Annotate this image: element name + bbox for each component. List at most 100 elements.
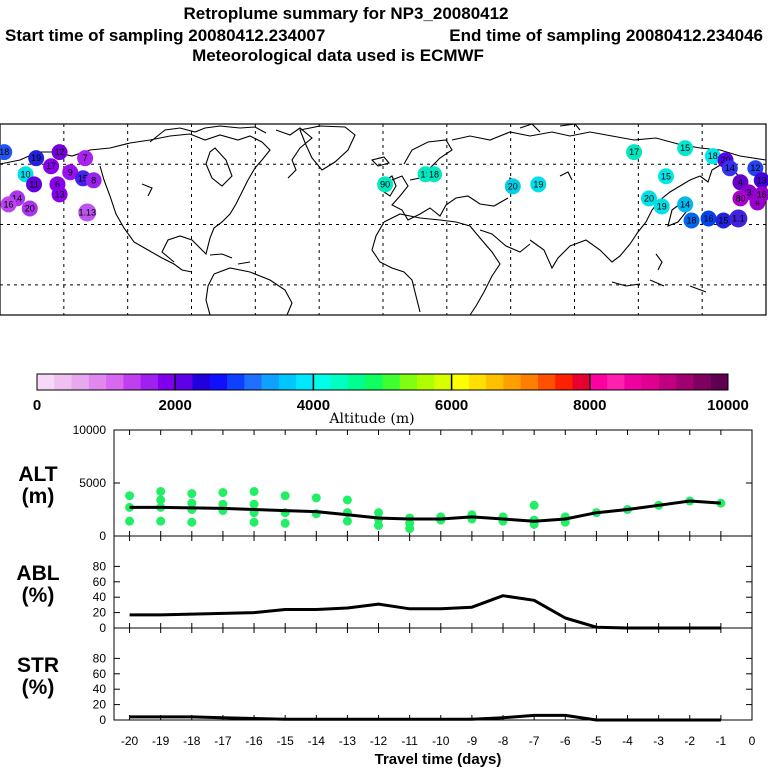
colorbar-swatches bbox=[37, 374, 729, 390]
altitude-point bbox=[280, 518, 290, 528]
y-tick-label: 0 bbox=[99, 621, 106, 635]
plume-marker-label: 9 bbox=[68, 167, 73, 177]
colorbar-swatch bbox=[244, 374, 263, 390]
colorbar-label: Altitude (m) bbox=[328, 411, 414, 427]
plume-marker-dot bbox=[747, 160, 764, 177]
plume-marker-label: 19 bbox=[421, 169, 431, 179]
plume-marker: 19 bbox=[653, 198, 670, 215]
x-tick-label: -2 bbox=[684, 734, 695, 748]
plume-marker-label: 20 bbox=[508, 181, 518, 191]
plume-marker-dot bbox=[504, 178, 521, 195]
plume-marker: 7 bbox=[77, 150, 94, 167]
y-tick-label: 20 bbox=[93, 606, 107, 620]
plume-marker-label: 13 bbox=[55, 189, 65, 199]
colorbar-swatch bbox=[347, 374, 366, 390]
colorbar-swatch bbox=[417, 374, 435, 390]
plume-marker-dot bbox=[753, 172, 768, 189]
plume-marker-dot bbox=[530, 176, 547, 193]
panel-label-top: ALT bbox=[18, 463, 57, 486]
altitude-point bbox=[156, 486, 166, 496]
plume-marker-dot bbox=[28, 150, 45, 167]
altitude-point bbox=[311, 493, 321, 503]
colorbar-swatch bbox=[330, 374, 349, 390]
plume-marker: 14 bbox=[721, 160, 738, 177]
plume-marker: 15 bbox=[657, 168, 674, 185]
colorbar-swatch bbox=[676, 374, 694, 390]
plume-marker: 14 bbox=[677, 196, 694, 213]
colorbar-swatch bbox=[192, 374, 211, 390]
coastlines bbox=[0, 123, 767, 316]
plume-marker-label: 14 bbox=[12, 193, 22, 203]
plume-marker-label: 4 bbox=[738, 177, 743, 187]
plume-marker: 16 bbox=[753, 186, 768, 203]
x-tick-label: -11 bbox=[401, 734, 418, 748]
colorbar-swatch bbox=[313, 374, 332, 390]
plume-marker-dot bbox=[0, 196, 17, 213]
plume-marker: 12 bbox=[747, 160, 764, 177]
x-tick-label: -6 bbox=[560, 734, 571, 748]
x-tick-label: -1 bbox=[716, 734, 727, 748]
series-line bbox=[129, 713, 721, 722]
colorbar-swatch bbox=[624, 374, 643, 390]
y-tick-label: 0 bbox=[99, 529, 106, 543]
plume-marker-label: 19 bbox=[533, 179, 543, 189]
x-tick-label: -5 bbox=[591, 734, 602, 748]
plume-marker-label: 15 bbox=[661, 171, 671, 181]
series-line bbox=[129, 594, 721, 630]
series-line bbox=[129, 499, 722, 523]
altitude-point bbox=[249, 517, 259, 527]
plume-marker-dot bbox=[77, 150, 94, 167]
colorbar-swatch bbox=[106, 374, 124, 390]
y-tick-label: 80 bbox=[93, 559, 107, 573]
plume-marker: 15 bbox=[715, 212, 732, 229]
plume-marker-label: 16 bbox=[704, 213, 714, 223]
plume-marker-label: 14 bbox=[680, 199, 690, 209]
colorbar-swatch bbox=[261, 374, 280, 390]
plume-marker-label: 20 bbox=[25, 203, 35, 213]
plume-marker-label: 16 bbox=[4, 199, 14, 209]
y-tick-label: 60 bbox=[93, 667, 107, 681]
colorbar-tick-label: 4000 bbox=[297, 397, 330, 414]
start-time-label: Start time of sampling 20080412.234007 bbox=[5, 26, 325, 45]
altitude-colorbar: 0 2000 4000 6000 8000 10000 Altitude (m) bbox=[33, 373, 749, 427]
colorbar-swatch bbox=[382, 374, 401, 390]
plume-marker: 20 bbox=[21, 200, 38, 217]
panel-frame bbox=[113, 627, 753, 721]
plume-marker-dot bbox=[721, 160, 738, 177]
panel-alt: 10000 5000 0 ALT(m) bbox=[18, 423, 753, 543]
x-tick-label: -18 bbox=[183, 734, 201, 748]
colorbar-tick-label: 2000 bbox=[159, 397, 192, 414]
plume-marker-label: 12 bbox=[55, 147, 65, 157]
altitude-point bbox=[342, 495, 352, 505]
altitude-point bbox=[218, 488, 228, 498]
plume-marker-label: 11 bbox=[29, 179, 38, 189]
y-tick-label: 40 bbox=[93, 682, 107, 696]
y-tick-label: 20 bbox=[93, 698, 107, 712]
plume-marker-label: 4 bbox=[755, 197, 760, 207]
altitude-point bbox=[187, 517, 197, 527]
plume-marker-label: 20 bbox=[721, 155, 731, 165]
plume-marker-label: 17 bbox=[629, 147, 639, 157]
altitude-point bbox=[218, 499, 228, 509]
panel-label-top: ABL bbox=[16, 562, 59, 585]
y-tick-label: 60 bbox=[93, 575, 107, 589]
colorbar-swatch bbox=[278, 374, 297, 390]
plume-marker-dot bbox=[51, 144, 68, 161]
plume-marker-label: 6 bbox=[55, 179, 60, 189]
altitude-point bbox=[187, 498, 197, 508]
y-tick-label: 40 bbox=[93, 590, 107, 604]
x-tick-label: -10 bbox=[432, 734, 450, 748]
plume-marker-label: 13 bbox=[757, 175, 767, 185]
altitude-point bbox=[280, 491, 290, 501]
colorbar-swatch bbox=[37, 374, 55, 390]
colorbar-swatch bbox=[227, 374, 245, 390]
colorbar-swatch bbox=[140, 374, 159, 390]
plume-marker-label: 17 bbox=[46, 161, 56, 171]
plume-marker-dot bbox=[700, 210, 717, 227]
plume-marker-label: 3 bbox=[746, 187, 751, 197]
colorbar-swatch bbox=[520, 374, 539, 390]
colorbar-swatch bbox=[641, 374, 660, 390]
colorbar-tick-label: 8000 bbox=[573, 397, 606, 414]
